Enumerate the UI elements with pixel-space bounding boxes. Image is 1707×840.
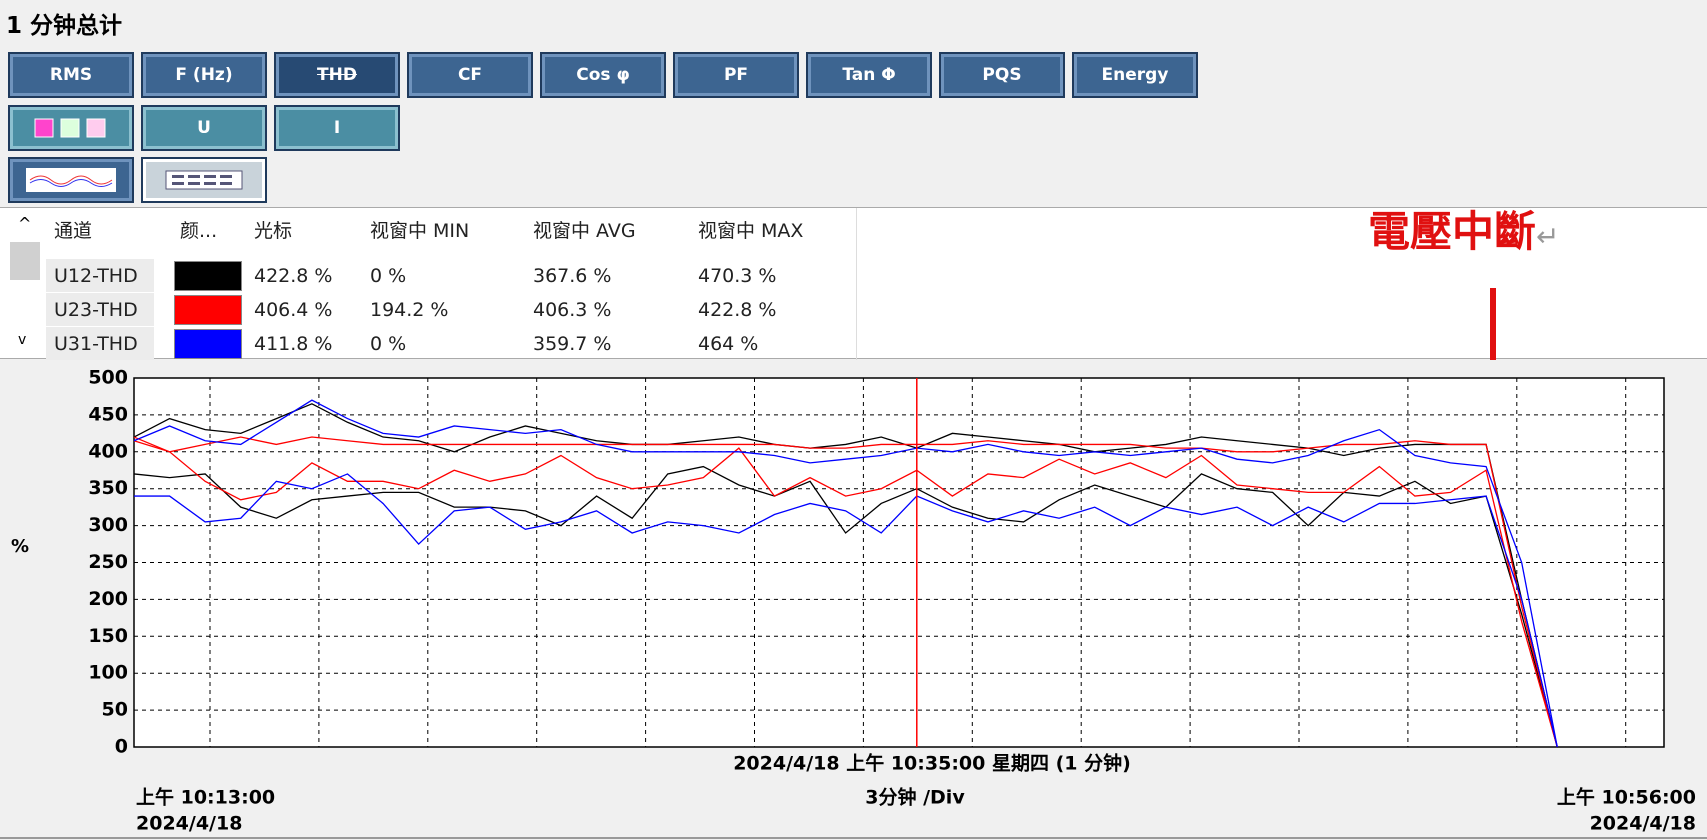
- layout-icon-button[interactable]: [8, 105, 134, 151]
- row-bg: [46, 259, 154, 292]
- icon: [165, 170, 243, 190]
- y-tick-label: 200: [88, 588, 128, 610]
- annotation-text: 電壓中斷: [1368, 207, 1537, 256]
- x-axis-label: 2024/4/18: [1590, 813, 1696, 835]
- table-cell: 422.8 %: [698, 299, 777, 321]
- window-title: 1 分钟总计: [6, 13, 123, 39]
- tab-button[interactable]: Cos φ: [540, 52, 666, 98]
- table-cell: 411.8 %: [254, 333, 333, 355]
- y-tick-label: 100: [88, 662, 128, 684]
- tab-button[interactable]: PQS: [939, 52, 1065, 98]
- column-divider: [856, 208, 857, 360]
- series-line: [134, 473, 1558, 748]
- table-cell: 422.8 %: [254, 265, 333, 287]
- y-tick-label: 250: [88, 551, 128, 573]
- column-header: 视窗中 AVG: [533, 220, 636, 242]
- column-header: 光标: [254, 220, 293, 242]
- column-header: 视窗中 MAX: [698, 220, 804, 242]
- row-bg: [46, 327, 154, 360]
- x-axis-label: 2024/4/18 上午 10:35:00 星期四 (1 分钟): [733, 752, 1131, 775]
- plot-area: [133, 377, 1665, 748]
- tab-button[interactable]: CF: [407, 52, 533, 98]
- table-cell: 359.7 %: [533, 333, 612, 355]
- scroll-down[interactable]: v: [18, 332, 27, 348]
- x-axis-label: 3分钟 /Div: [865, 786, 965, 809]
- color-swatch: [174, 329, 242, 359]
- table-cell: 367.6 %: [533, 265, 612, 287]
- column-header: 视窗中 MIN: [370, 220, 470, 242]
- x-axis-label: 上午 10:56:00: [1557, 786, 1696, 809]
- icon: [26, 168, 116, 192]
- table-cell: 194.2 %: [370, 299, 449, 321]
- annotation: 電壓中斷↵: [1368, 198, 1559, 259]
- y-tick-label: 400: [88, 440, 128, 462]
- tab-button[interactable]: F (Hz): [141, 52, 267, 98]
- table-cell: 464 %: [698, 333, 759, 355]
- y-axis-label: %: [11, 536, 29, 557]
- phase-button[interactable]: I: [274, 105, 400, 151]
- table-cell: 406.4 %: [254, 299, 333, 321]
- column-header: 通道: [54, 220, 93, 242]
- x-axis-label: 2024/4/18: [136, 813, 242, 835]
- column-header: 颜...: [180, 220, 218, 242]
- table-cell: 470.3 %: [698, 265, 777, 287]
- scroll-up[interactable]: ^: [18, 214, 32, 233]
- tab-button[interactable]: RMS: [8, 52, 134, 98]
- tab-button[interactable]: Tan Φ: [806, 52, 932, 98]
- curve-view-button[interactable]: [8, 157, 134, 203]
- scrollbar-thumb[interactable]: [10, 242, 40, 280]
- table-view-button[interactable]: [141, 157, 267, 203]
- color-swatch: [174, 295, 242, 325]
- table-cell: U23-THD: [54, 299, 138, 321]
- series-line: [133, 399, 1558, 748]
- icon: [34, 118, 106, 138]
- table-cell: 0 %: [370, 265, 407, 287]
- annotation-mark: ↵: [1536, 220, 1560, 253]
- tab-button[interactable]: THD: [274, 52, 400, 98]
- table-cell: U12-THD: [54, 265, 138, 287]
- y-tick-label: 50: [102, 699, 128, 721]
- series-line: [133, 436, 1558, 748]
- row-bg: [46, 293, 154, 326]
- table-cell: 406.3 %: [533, 299, 612, 321]
- y-tick-label: 350: [88, 477, 128, 499]
- tab-button[interactable]: PF: [673, 52, 799, 98]
- tab-button[interactable]: Energy: [1072, 52, 1198, 98]
- x-axis-label: 上午 10:13:00: [136, 786, 275, 809]
- phase-button[interactable]: U: [141, 105, 267, 151]
- table-panel: ^ v 通道 颜... 光标 视窗中 MIN 视窗中 AVG 视窗中 MAX U12-THD…: [0, 207, 1707, 360]
- y-tick-label: 450: [88, 403, 128, 425]
- table-cell: 0 %: [370, 333, 407, 355]
- series-line: [133, 440, 1558, 748]
- y-tick-label: 300: [88, 514, 128, 536]
- color-swatch: [174, 261, 242, 291]
- y-tick-label: 500: [88, 367, 128, 389]
- table-cell: U31-THD: [54, 333, 138, 355]
- y-tick-label: 150: [88, 625, 128, 647]
- y-tick-label: 0: [115, 736, 128, 758]
